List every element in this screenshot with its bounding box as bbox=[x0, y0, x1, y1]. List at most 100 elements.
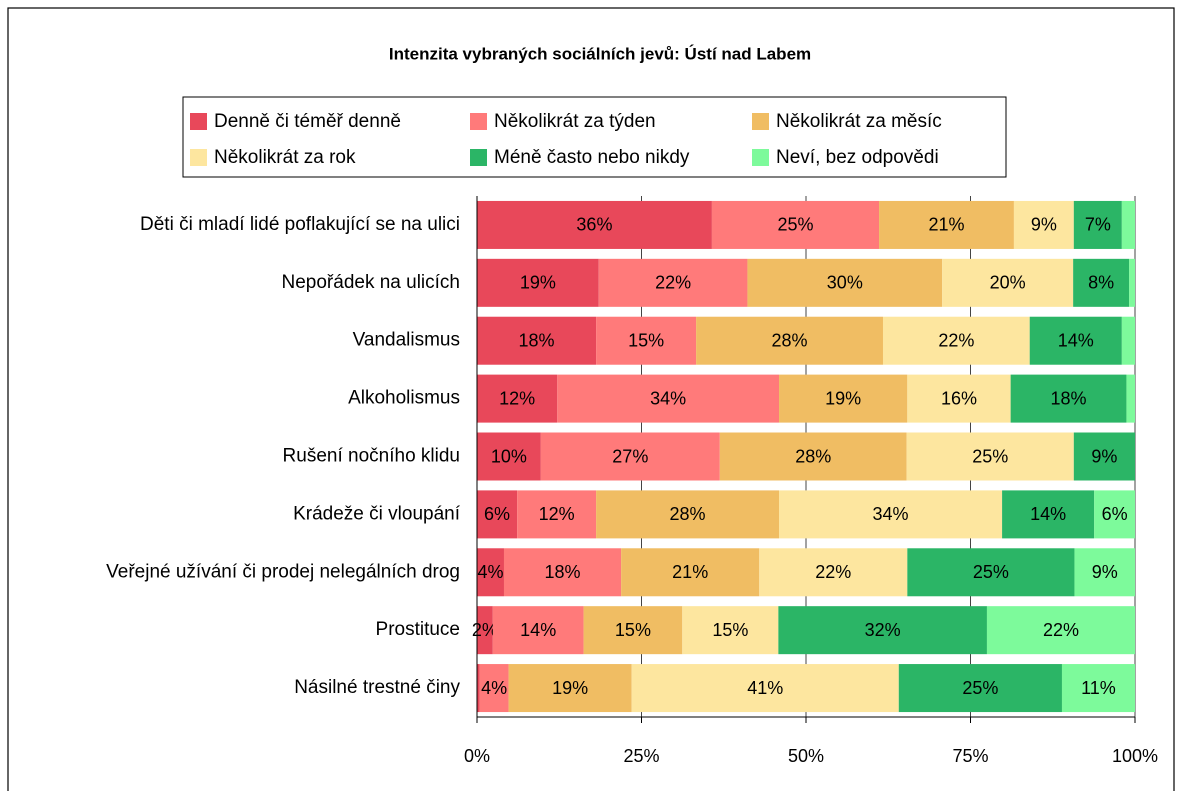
bar-segment bbox=[477, 432, 541, 481]
data-label: 36% bbox=[576, 215, 612, 235]
data-label: 28% bbox=[795, 446, 831, 466]
data-label: 8% bbox=[1088, 273, 1114, 293]
bar-segment bbox=[598, 258, 748, 307]
data-label: 25% bbox=[962, 678, 998, 698]
data-label: 12% bbox=[499, 388, 535, 408]
data-label: 41% bbox=[747, 678, 783, 698]
legend-swatch bbox=[470, 113, 487, 130]
data-label: 14% bbox=[1058, 330, 1094, 350]
data-label: 22% bbox=[815, 562, 851, 582]
data-label: 7% bbox=[1085, 215, 1111, 235]
y-tick-label: Nepořádek na ulicích bbox=[282, 272, 461, 293]
bar-segment bbox=[882, 316, 1030, 365]
data-label: 22% bbox=[655, 273, 691, 293]
data-label: 22% bbox=[938, 330, 974, 350]
data-label: 32% bbox=[865, 620, 901, 640]
bar-segment bbox=[492, 606, 584, 655]
bar-segment bbox=[778, 606, 987, 655]
data-label: 28% bbox=[772, 330, 808, 350]
data-label: 28% bbox=[670, 504, 706, 524]
data-label: 9% bbox=[1092, 562, 1118, 582]
bar-segment bbox=[682, 606, 779, 655]
data-label: 18% bbox=[519, 330, 555, 350]
bar-segment bbox=[1129, 258, 1135, 307]
bar-segment bbox=[503, 548, 622, 597]
legend-swatch bbox=[190, 113, 207, 130]
bar-segment bbox=[1074, 548, 1135, 597]
bar-segment bbox=[906, 432, 1074, 481]
data-label: 9% bbox=[1091, 446, 1117, 466]
data-label: 4% bbox=[481, 678, 507, 698]
bar-segment bbox=[477, 548, 504, 597]
bar-segment bbox=[508, 664, 632, 713]
bar-segment bbox=[942, 258, 1074, 307]
data-label: 15% bbox=[615, 620, 651, 640]
data-label: 6% bbox=[484, 504, 510, 524]
data-label: 9% bbox=[1031, 215, 1057, 235]
bar-segment bbox=[696, 316, 883, 365]
data-label: 27% bbox=[612, 446, 648, 466]
bar-segment bbox=[583, 606, 683, 655]
bar-segment bbox=[898, 664, 1062, 713]
bar-segment bbox=[1073, 432, 1135, 481]
chart-title: Intenzita vybraných sociálních jevů: Úst… bbox=[389, 44, 811, 63]
x-tick-label: 50% bbox=[788, 746, 824, 766]
x-tick-label: 0% bbox=[464, 746, 490, 766]
bar-segment bbox=[479, 664, 509, 713]
bar-segment bbox=[779, 490, 1003, 539]
legend-swatch bbox=[752, 149, 769, 166]
bar-segment bbox=[1073, 258, 1130, 307]
data-label: 4% bbox=[477, 562, 503, 582]
bar-segment bbox=[540, 432, 720, 481]
y-tick-label: Vandalismus bbox=[353, 330, 460, 351]
x-tick-label: 75% bbox=[952, 746, 988, 766]
data-label: 19% bbox=[552, 678, 588, 698]
data-label: 19% bbox=[520, 273, 556, 293]
bar-segment bbox=[1029, 316, 1122, 365]
bar-segment bbox=[1002, 490, 1095, 539]
legend-label: Několikrát za týden bbox=[494, 111, 656, 132]
data-label: 25% bbox=[972, 446, 1008, 466]
legend-label: Několikrát za měsíc bbox=[776, 111, 942, 132]
bar-segment bbox=[1010, 374, 1127, 423]
data-label: 18% bbox=[1051, 388, 1087, 408]
data-label: 19% bbox=[825, 388, 861, 408]
bar-segment bbox=[1013, 200, 1074, 249]
data-label: 34% bbox=[873, 504, 909, 524]
bar-segment bbox=[907, 548, 1075, 597]
bar-segment bbox=[477, 316, 597, 365]
bar-segment bbox=[986, 606, 1135, 655]
bar-segment bbox=[517, 490, 597, 539]
bar-segment bbox=[879, 200, 1014, 249]
bar-segment bbox=[557, 374, 780, 423]
data-label: 6% bbox=[1102, 504, 1128, 524]
data-label: 15% bbox=[628, 330, 664, 350]
bar-segment bbox=[596, 316, 697, 365]
data-label: 21% bbox=[672, 562, 708, 582]
data-label: 2% bbox=[472, 620, 498, 640]
data-label: 20% bbox=[990, 273, 1026, 293]
data-label: 34% bbox=[650, 388, 686, 408]
data-label: 11% bbox=[1081, 678, 1116, 698]
data-label: 18% bbox=[545, 562, 581, 582]
bar-segment bbox=[1094, 490, 1135, 539]
data-label: 14% bbox=[1030, 504, 1066, 524]
data-label: 10% bbox=[491, 446, 527, 466]
x-tick-label: 100% bbox=[1112, 746, 1158, 766]
bar-segment bbox=[477, 374, 558, 423]
legend-frame bbox=[182, 96, 1007, 178]
bar-segment bbox=[1121, 316, 1135, 365]
legend-label: Několikrát za rok bbox=[214, 147, 356, 168]
legend-label: Méně často nebo nikdy bbox=[494, 147, 690, 168]
data-label: 15% bbox=[712, 620, 748, 640]
y-tick-label: Násilné trestné činy bbox=[294, 677, 460, 698]
data-label: 16% bbox=[941, 388, 977, 408]
bar-segment bbox=[631, 664, 899, 713]
y-tick-label: Děti či mladí lidé poflakující se na uli… bbox=[140, 214, 460, 235]
bar-segment bbox=[1121, 200, 1135, 249]
bar-segment bbox=[759, 548, 908, 597]
data-label: 14% bbox=[520, 620, 556, 640]
bar-segment bbox=[477, 200, 712, 249]
data-label: 25% bbox=[777, 215, 813, 235]
bar-segment bbox=[719, 432, 907, 481]
